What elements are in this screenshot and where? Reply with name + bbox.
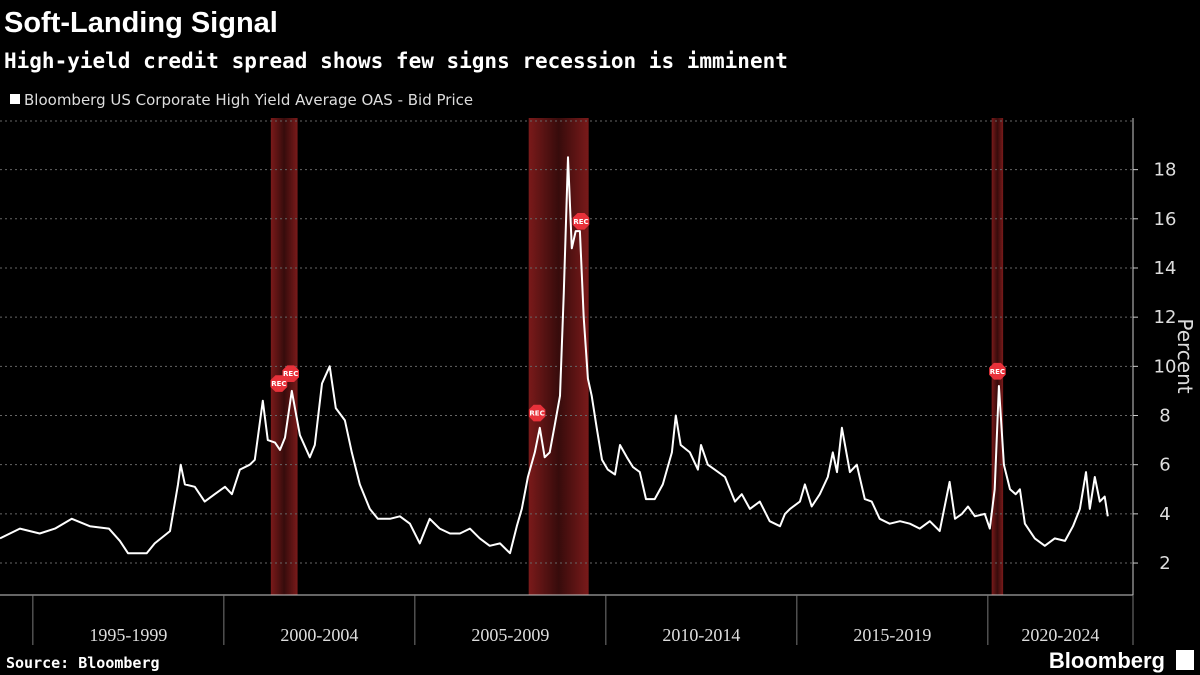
rec-marker [572, 213, 590, 230]
x-period-label: 1995-1999 [89, 625, 167, 645]
rec-label: REC [529, 410, 544, 418]
rec-marker [528, 404, 546, 422]
legend-label: Bloomberg US Corporate High Yield Averag… [24, 91, 473, 109]
brand: Bloomberg [1049, 648, 1165, 673]
y-tick-label: 12 [1154, 307, 1177, 328]
y-tick-label: 16 [1154, 209, 1177, 230]
recession-band [528, 118, 589, 595]
brand-icon [1176, 650, 1194, 670]
y-tick-label: 10 [1154, 356, 1177, 377]
rec-label: REC [283, 370, 298, 378]
source: Source: Bloomberg [6, 654, 160, 672]
y-tick-label: 4 [1159, 504, 1170, 525]
rec-marker [989, 362, 1006, 380]
x-period-label: 2020-2024 [1021, 625, 1099, 645]
rec-label: REC [271, 380, 286, 388]
y-axis-label: Percent [1173, 318, 1197, 393]
x-period-label: 2015-2019 [853, 625, 931, 645]
rec-label: REC [573, 218, 588, 226]
x-period-label: 2010-2014 [662, 625, 740, 645]
y-tick-label: 6 [1159, 455, 1170, 476]
rec-marker [282, 365, 299, 382]
chart-subtitle: High-yield credit spread shows few signs… [4, 49, 788, 73]
y-tick-label: 2 [1159, 553, 1170, 574]
y-tick-label: 8 [1159, 406, 1170, 427]
y-tick-label: 18 [1154, 160, 1177, 181]
legend-swatch [10, 94, 20, 104]
x-period-label: 2000-2004 [280, 625, 358, 645]
y-tick-label: 14 [1154, 258, 1177, 279]
rec-label: REC [990, 368, 1005, 376]
recession-band [991, 118, 1004, 595]
rec-marker [270, 375, 288, 392]
series-line [0, 156, 1109, 555]
recession-band [270, 118, 298, 595]
chart-title: Soft-Landing Signal [4, 7, 278, 39]
x-period-label: 2005-2009 [471, 625, 549, 645]
